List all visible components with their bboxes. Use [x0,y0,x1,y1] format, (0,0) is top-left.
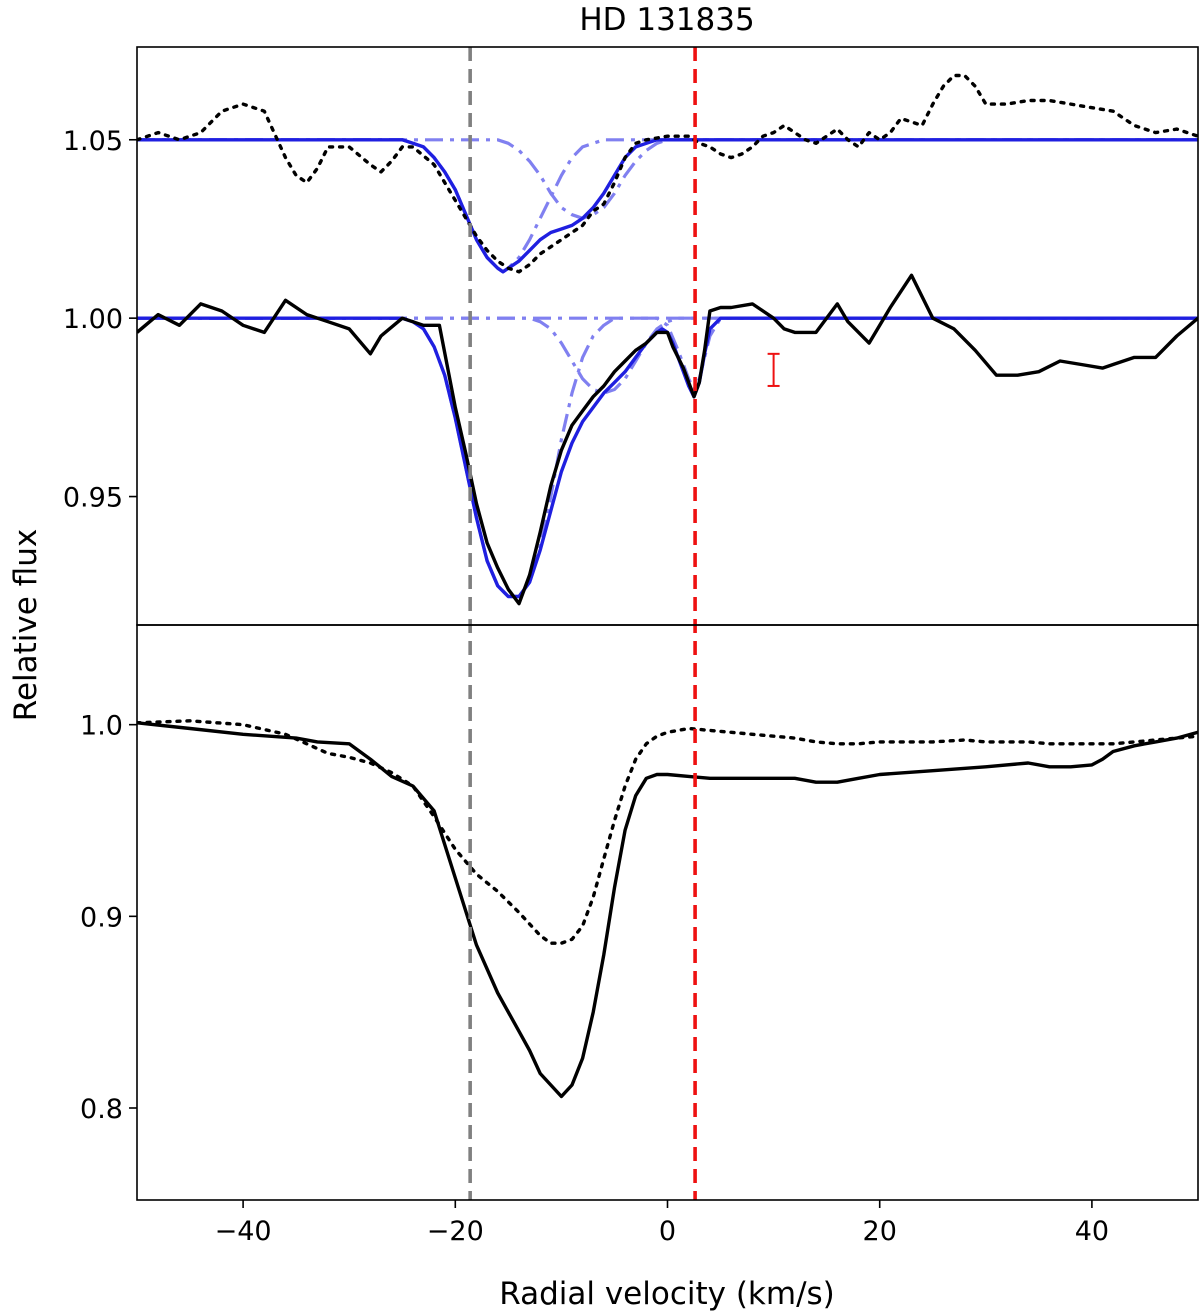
y-tick-label: 1.05 [63,126,123,157]
panel-1-line-dashdot [137,316,1198,599]
y-tick-label: 0.95 [63,483,123,514]
panel-1-line-dashdot [137,138,1198,220]
y-axis-label: Relative flux [8,529,44,721]
x-tick-label: 0 [659,1216,676,1247]
panel-1-line-dashdot [137,138,1198,274]
panel-2-line-dotted [137,719,1198,945]
panel-1-line-dashdot [137,316,1198,395]
x-tick-label: −20 [427,1216,484,1247]
x-tick-label: −40 [215,1216,272,1247]
y-tick-label: 1.00 [63,304,123,335]
panel-1-line-dashdot [137,316,1198,392]
panel-1-line-solid [137,273,1198,606]
panel-2-series [137,719,1198,1099]
panel-1-line-solid [137,138,1198,274]
panel-1-line-solid [137,316,1198,599]
x-tick-label: 40 [1075,1216,1109,1247]
y-tick-label: 0.9 [80,902,123,933]
panel-2-frame [136,624,1199,1201]
panel-1-line-dotted [137,73,1198,274]
plot-area: 0.95 1.00 1.05 0.8 0.9 1.0 −40 −20 0 20 40 [63,46,1199,1247]
panel-1-series [137,73,1198,606]
x-axis-label: Radial velocity (km/s) [499,1276,835,1312]
y-tick-label: 0.8 [80,1094,123,1125]
chart-title: HD 131835 [579,2,754,38]
panel-2-line-solid [137,721,1198,1099]
x-tick-label: 20 [863,1216,897,1247]
error-bar [767,352,780,387]
y-tick-label: 1.0 [80,711,123,742]
